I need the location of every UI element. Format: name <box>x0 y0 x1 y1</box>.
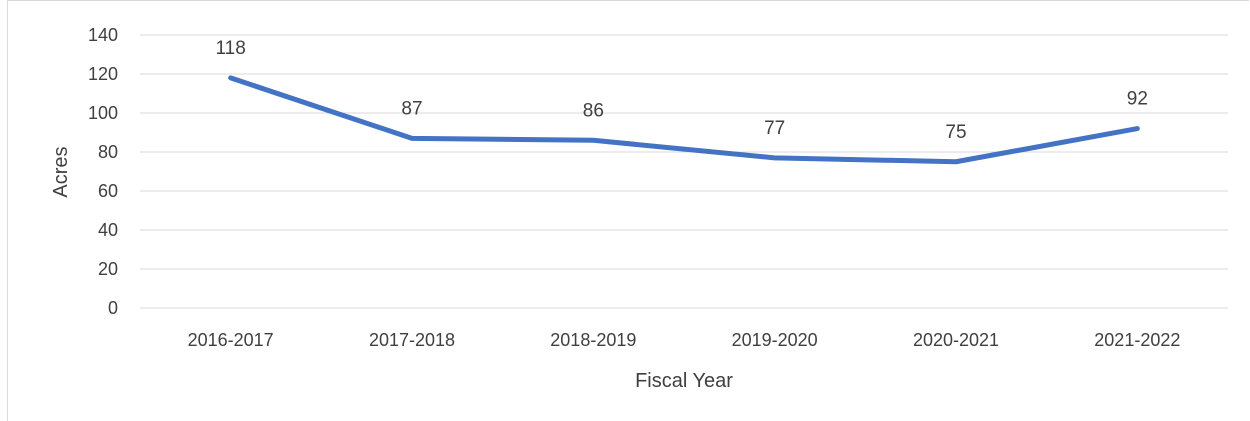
y-tick-label: 100 <box>88 103 118 123</box>
series-lines <box>228 75 1140 165</box>
x-tick-label: 2017-2018 <box>369 330 455 350</box>
y-tick-label: 0 <box>108 298 118 318</box>
x-tick-label: 2016-2017 <box>188 330 274 350</box>
y-tick-label: 140 <box>88 25 118 45</box>
x-tick-label: 2018-2019 <box>550 330 636 350</box>
data-label: 86 <box>583 100 604 121</box>
y-tick-label: 60 <box>98 181 118 201</box>
y-tick-label: 80 <box>98 142 118 162</box>
x-tick-label: 2021-2022 <box>1094 330 1180 350</box>
data-label: 77 <box>764 118 785 139</box>
y-tick-label: 20 <box>98 259 118 279</box>
data-label: 92 <box>1127 89 1148 110</box>
x-tick-label: 2019-2020 <box>732 330 818 350</box>
chart-frame <box>7 0 1249 421</box>
data-label: 118 <box>216 38 246 59</box>
data-label: 75 <box>945 122 966 143</box>
y-tick-label: 40 <box>98 220 118 240</box>
y-axis-tick-labels: 0 20 40 60 80 100 120 140 <box>88 25 118 318</box>
data-label: 87 <box>401 98 422 119</box>
y-tick-label: 120 <box>88 64 118 84</box>
gridlines <box>140 34 1228 309</box>
y-axis-title: Acres <box>50 146 72 197</box>
x-axis-tick-labels: 2016-2017 2017-2018 2018-2019 2019-2020 2020… <box>188 330 1181 350</box>
x-tick-label: 2020-2021 <box>913 330 999 350</box>
series-line <box>228 75 1140 165</box>
x-axis-title: Fiscal Year <box>635 370 733 392</box>
data-labels: 118 87 86 77 75 92 <box>216 38 1148 143</box>
